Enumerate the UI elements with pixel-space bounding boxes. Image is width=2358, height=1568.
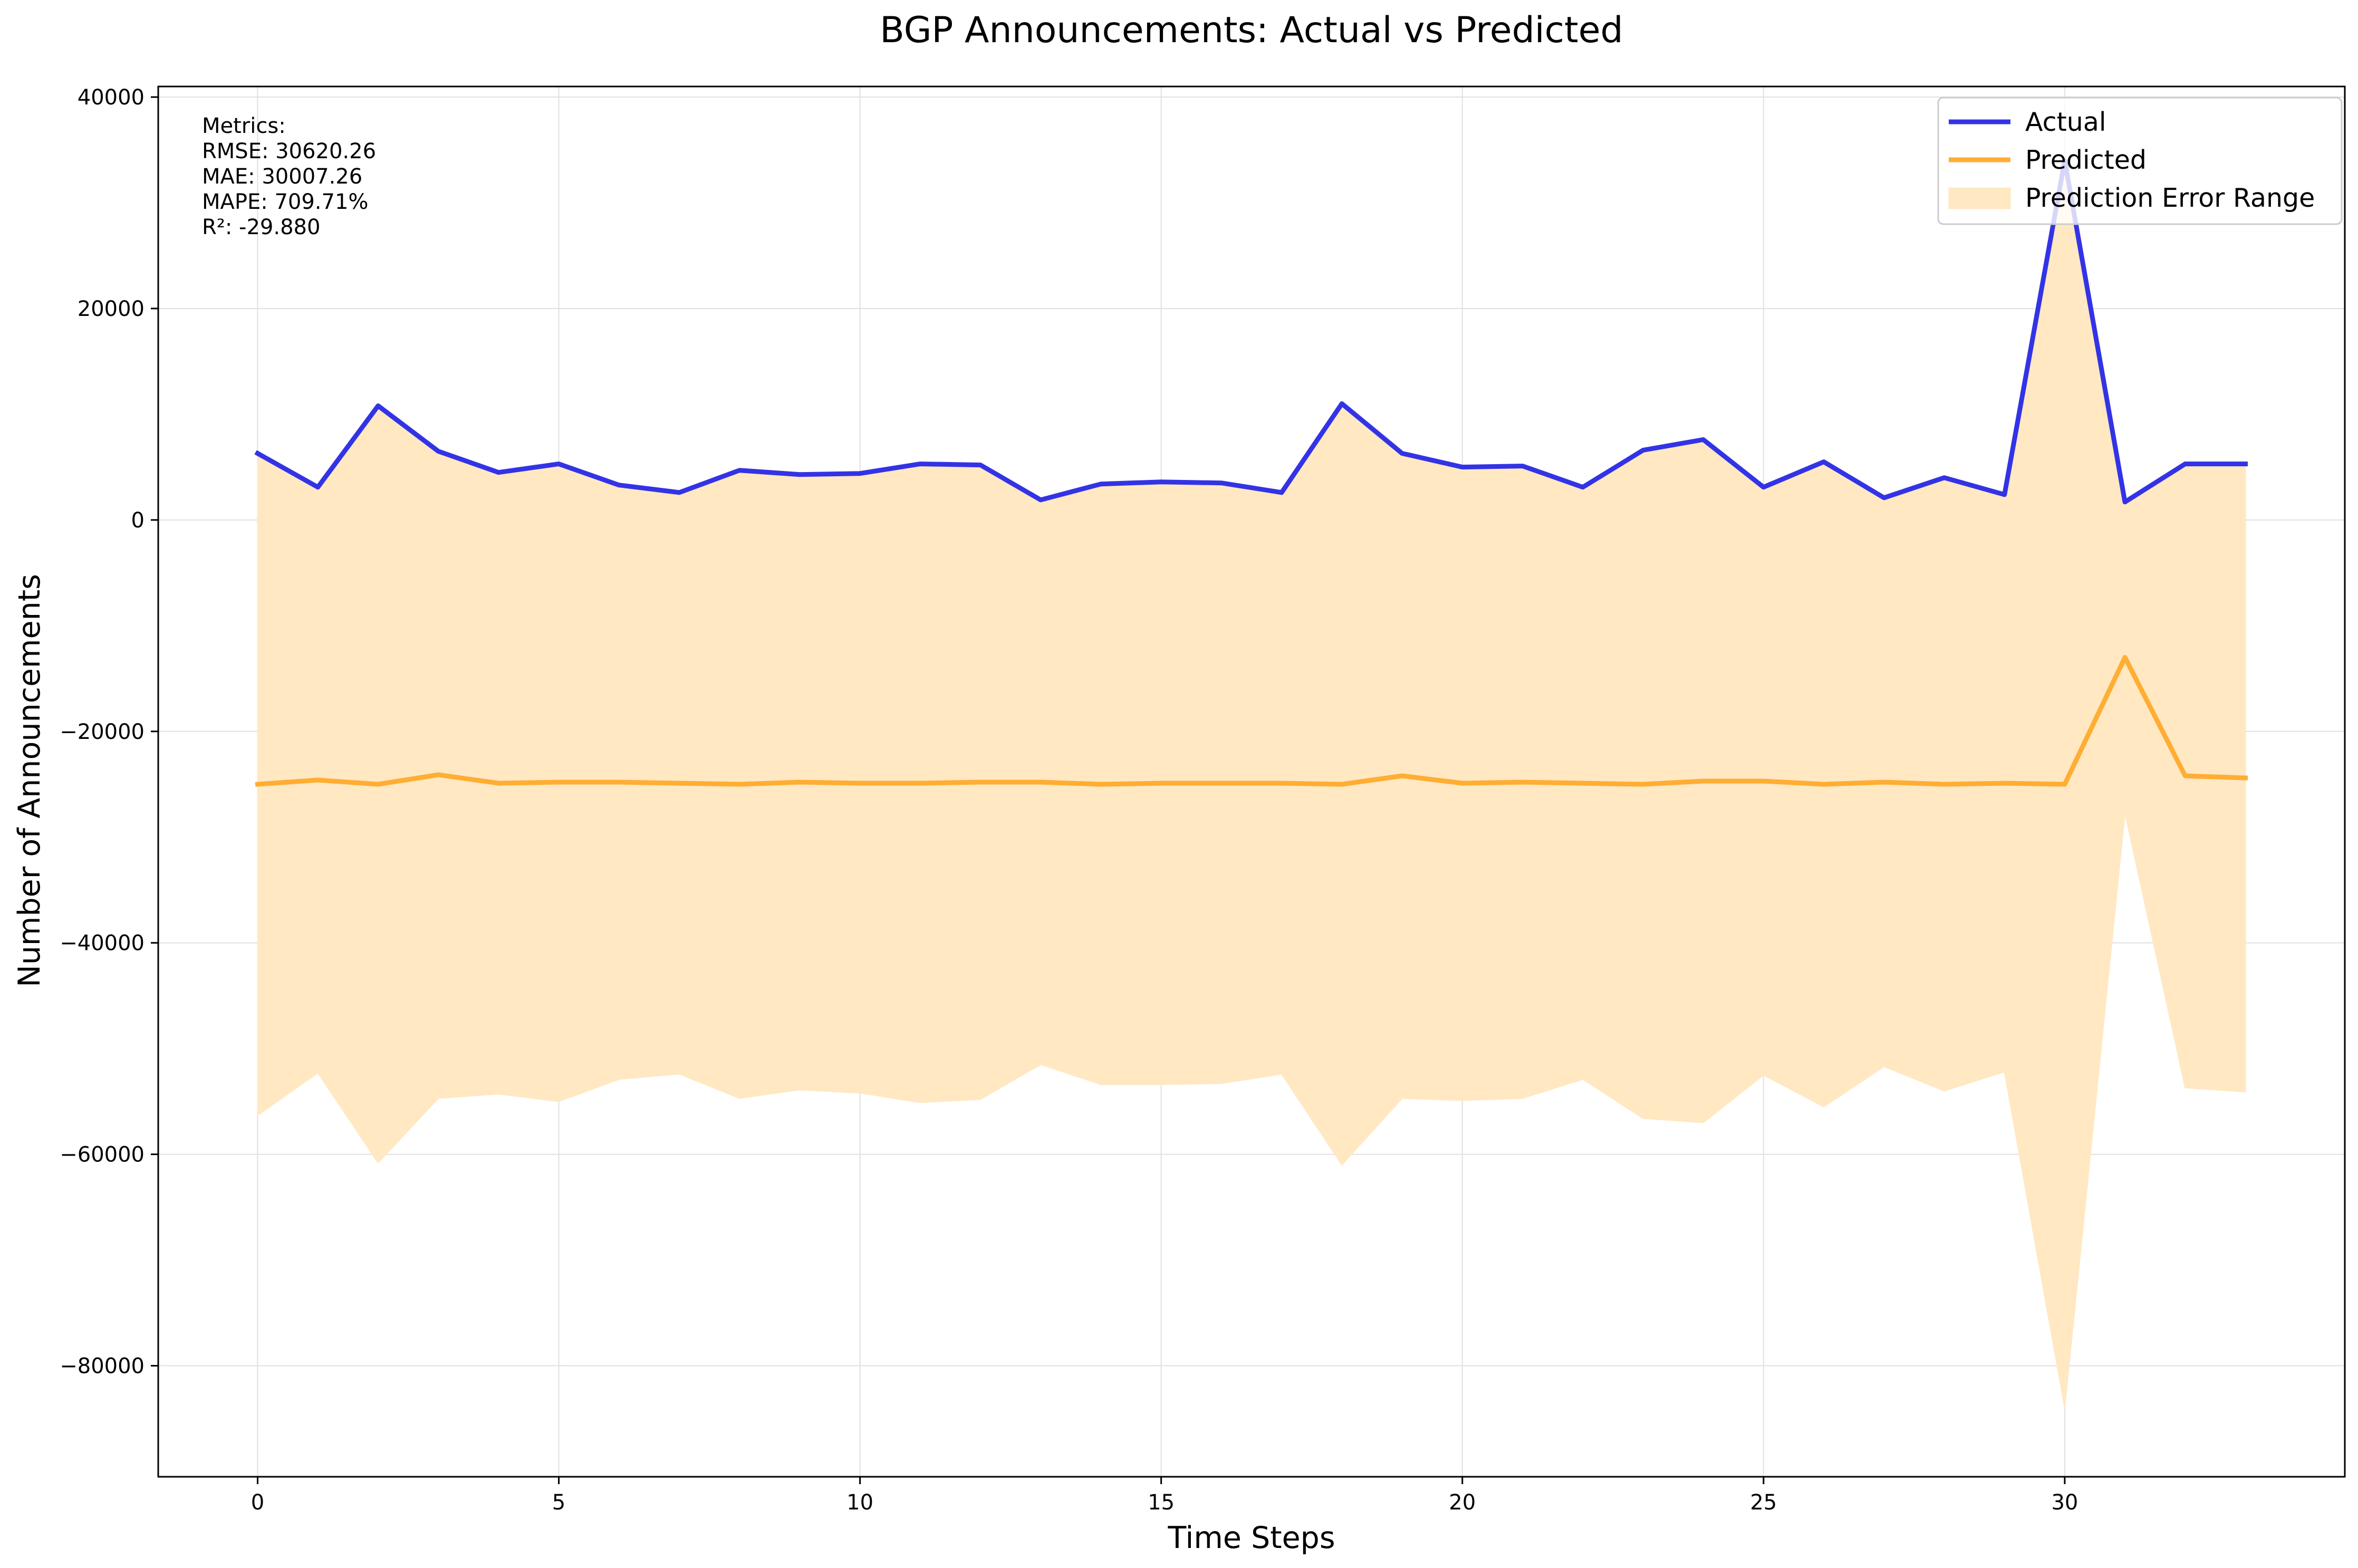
series-lines (254, 158, 2248, 787)
metrics-mae: MAE: 30007.26 (202, 165, 362, 189)
y-tick-label: 40000 (78, 85, 145, 110)
plot-frame (157, 85, 2346, 1478)
legend-frame (1937, 97, 2343, 225)
y-tick-label: −20000 (60, 720, 145, 744)
metrics-annotation: Metrics: RMSE: 30620.26 MAE: 30007.26 MA… (202, 114, 376, 239)
actual-series-line (254, 158, 2248, 505)
y-tick-label: 0 (131, 508, 145, 533)
x-tick-label: 0 (251, 1490, 264, 1515)
axis-ticks: 0 5 10 15 20 25 30 −80000 −60000 −40000 −20000 0 200… (60, 85, 2078, 1515)
predicted-series-line (255, 655, 2248, 787)
y-tick-label: −80000 (60, 1354, 145, 1379)
metrics-rmse: RMSE: 30620.26 (202, 139, 376, 163)
y-tick-label: −40000 (60, 931, 145, 956)
y-tick-label: 20000 (78, 297, 145, 321)
chart-title: BGP Announcements: Actual vs Predicted (880, 9, 1623, 51)
y-tick-label: −60000 (60, 1143, 145, 1167)
legend-label-actual: Actual (2025, 107, 2106, 137)
x-tick-label: 20 (1449, 1490, 1476, 1515)
legend-label-predicted: Predicted (2025, 145, 2147, 175)
legend: Actual Predicted Prediction Error Range (1937, 97, 2343, 225)
y-axis-title: Number of Announcements (12, 574, 47, 987)
x-tick-label: 15 (1148, 1490, 1175, 1515)
x-tick-label: 5 (552, 1490, 565, 1515)
x-axis-title: Time Steps (1167, 1521, 1335, 1555)
metrics-header: Metrics: (202, 114, 286, 138)
x-tick-label: 10 (846, 1490, 873, 1515)
metrics-r2: R²: -29.880 (202, 215, 320, 239)
x-tick-label: 25 (1750, 1490, 1777, 1515)
metrics-mape: MAPE: 709.71% (202, 190, 368, 214)
legend-label-error-range: Prediction Error Range (2025, 183, 2315, 213)
x-tick-label: 30 (2051, 1490, 2078, 1515)
legend-swatch-error-range (1948, 187, 2011, 209)
